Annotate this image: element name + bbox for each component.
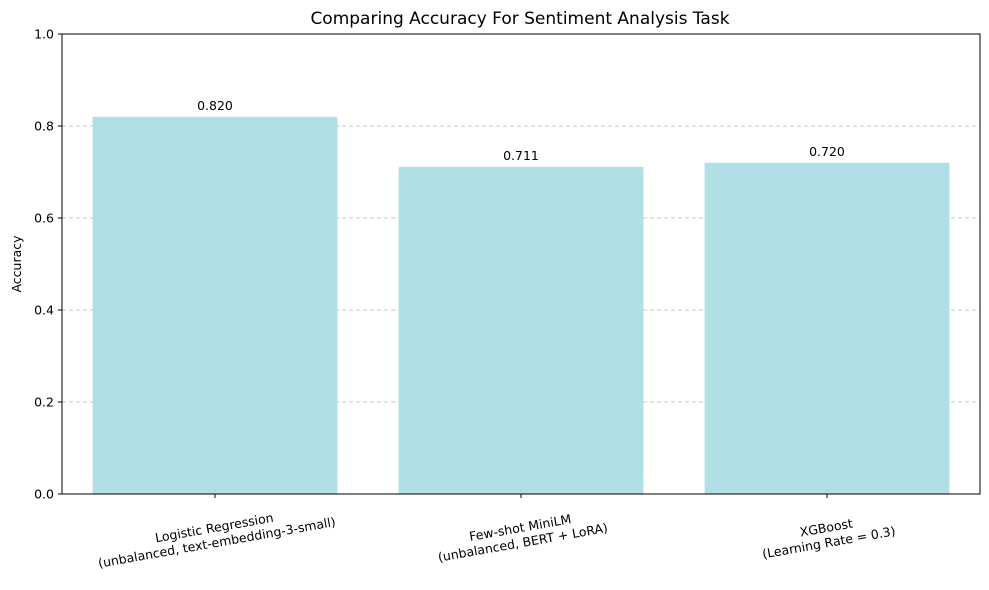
y-axis-label: Accuracy — [9, 235, 24, 293]
bar-value-label: 0.720 — [809, 144, 845, 159]
y-tick-label: 0.6 — [34, 211, 54, 226]
x-tick-label: XGBoost(Learning Rate = 0.3) — [758, 508, 896, 561]
bar — [704, 162, 950, 495]
y-ticks: 0.0 0.2 0.4 0.6 0.8 1.0 — [34, 27, 62, 502]
y-tick-label: 0.4 — [34, 303, 54, 318]
x-ticks: Logistic Regression(unbalanced, text-emb… — [94, 494, 897, 571]
bar-value-label: 0.711 — [503, 148, 539, 163]
x-tick-label: Logistic Regression(unbalanced, text-emb… — [94, 499, 336, 570]
bars — [92, 116, 950, 495]
y-tick-label: 0.8 — [34, 119, 54, 134]
bar — [92, 116, 338, 495]
x-tick-label: Few-shot MiniLM(unbalanced, BERT + LoRA) — [434, 505, 609, 564]
y-tick-label: 1.0 — [34, 27, 54, 42]
y-tick-label: 0.2 — [34, 395, 54, 410]
y-tick-label: 0.0 — [34, 487, 54, 502]
bar-value-label: 0.820 — [197, 98, 233, 113]
bar — [398, 166, 644, 494]
chart-title: Comparing Accuracy For Sentiment Analysi… — [310, 9, 729, 29]
value-labels: 0.820 0.711 0.720 — [197, 98, 845, 163]
